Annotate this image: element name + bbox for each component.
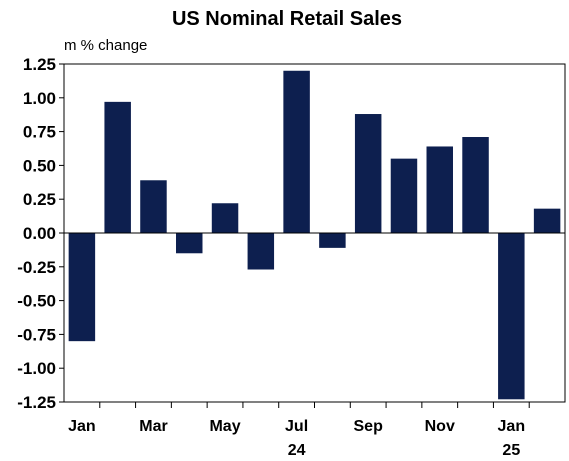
bar-jul-24 <box>283 70 310 233</box>
x-tick-label: Sep <box>354 418 384 435</box>
bar-sep-24 <box>354 114 382 233</box>
x-year-label: 24 <box>288 442 306 459</box>
x-tick-label: Jan <box>498 418 526 435</box>
y-unit-label: m % change <box>64 37 147 54</box>
x-year-label: 25 <box>502 442 520 459</box>
y-tick-label: 0.75 <box>23 123 56 142</box>
x-tick-label: May <box>209 418 240 435</box>
bar-aug-24 <box>319 233 346 248</box>
x-axis-ticks <box>99 402 530 408</box>
bar-feb-25 <box>533 208 561 233</box>
y-tick-label: -0.75 <box>17 325 56 344</box>
y-tick-label: 1.00 <box>23 89 56 108</box>
y-axis-ticks: 1.25 1.00 0.75 0.50 0.25 0.00 -0.25 -0.50 -0.75 -… <box>17 55 64 412</box>
chart-title: US Nominal Retail Sales <box>172 8 402 30</box>
bar-feb-24 <box>104 101 131 233</box>
bar-mar-24 <box>140 180 167 233</box>
y-tick-label: 0.25 <box>23 190 56 209</box>
bar-jan-24 <box>68 233 96 342</box>
bar-jun-24 <box>247 233 275 270</box>
bars <box>68 70 561 400</box>
bar-jan-25 <box>498 233 525 400</box>
x-axis-labels: Jan Mar May Jul Sep Nov Jan <box>68 418 525 435</box>
bar-nov-24 <box>426 146 453 233</box>
bar-may-24 <box>211 203 239 233</box>
y-tick-label: -0.25 <box>17 258 56 277</box>
y-tick-label: -1.25 <box>17 393 56 412</box>
y-tick-label: 0.00 <box>23 224 56 243</box>
x-tick-label: Jul <box>285 418 308 435</box>
y-tick-label: -0.50 <box>17 292 56 311</box>
x-tick-label: Nov <box>425 418 455 435</box>
bar-oct-24 <box>390 158 418 233</box>
y-tick-label: 1.25 <box>23 55 56 74</box>
x-tick-label: Jan <box>68 418 96 435</box>
x-axis-year-labels: 24 25 <box>288 442 521 459</box>
y-tick-label: 0.50 <box>23 156 56 175</box>
y-tick-label: -1.00 <box>17 359 56 378</box>
x-tick-label: Mar <box>139 418 167 435</box>
bar-dec-24 <box>462 137 489 233</box>
bar-apr-24 <box>176 233 203 254</box>
